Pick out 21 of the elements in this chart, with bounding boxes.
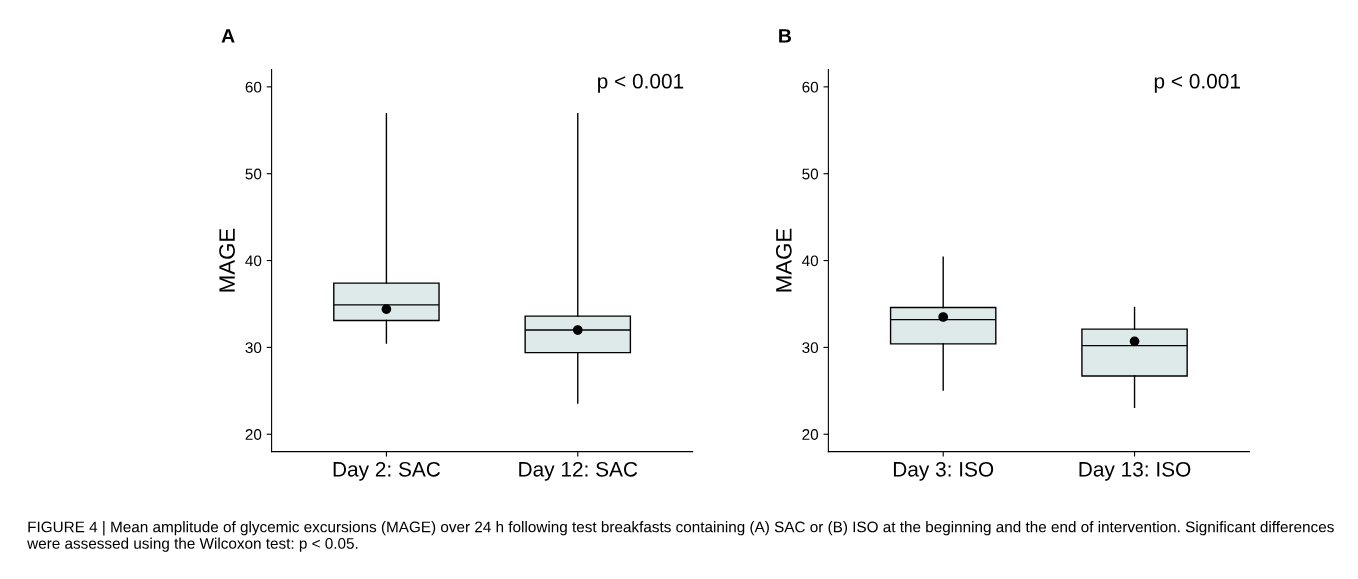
- x-tick-label: Day 3: ISO: [893, 461, 994, 481]
- y-tick-label: 30: [245, 342, 262, 354]
- y-axis-title: MAGE: [219, 228, 235, 292]
- y-tick-label: 50: [802, 168, 819, 180]
- y-tick-label: 30: [802, 342, 819, 354]
- y-tick-label: 50: [245, 168, 262, 180]
- y-axis-title: MAGE: [775, 228, 792, 292]
- x-tick-label: Day 13: ISO: [1079, 461, 1191, 481]
- y-tick-label: 40: [802, 255, 819, 267]
- y-tick-label: 60: [802, 81, 819, 93]
- chart-title: A: [221, 29, 235, 43]
- x-tick-label: Day 12: SAC: [519, 461, 638, 481]
- y-tick-label: 40: [245, 255, 262, 267]
- x-tick-label: Day 2: SAC: [333, 461, 441, 481]
- y-tick-label: 20: [245, 429, 262, 440]
- annotation: p < 0.001: [1154, 73, 1240, 93]
- y-tick-label: 60: [245, 81, 262, 93]
- y-tick-label: 20: [802, 429, 819, 440]
- caption: FIGURE 4 | Mean amplitude of glycemic excursions (MAGE) over 24 h following test breakfasts containing (A) SAC or (B) ISO at the beginning and the end of intervention. Significant differences were assessed using the Wilcoxon test: p < 0.05.: [27, 521, 1334, 552]
- chart-title: B: [779, 29, 792, 43]
- annotation: p < 0.001: [598, 73, 684, 93]
